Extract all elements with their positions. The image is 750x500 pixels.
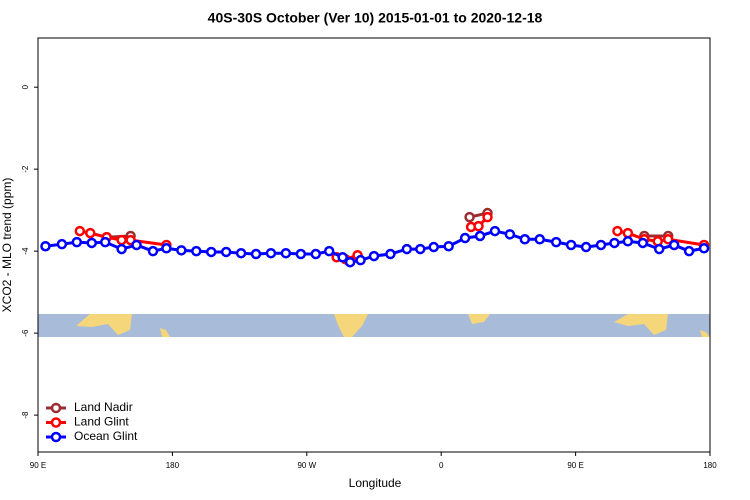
data-point [385, 248, 396, 260]
data-point [191, 245, 202, 257]
data-point [265, 247, 277, 259]
data-point [612, 225, 623, 237]
data-point [473, 220, 484, 232]
data-point [443, 240, 454, 252]
data-point [86, 237, 98, 249]
map-strip [38, 314, 710, 337]
x-tick-label: 90 E [567, 461, 583, 470]
data-point [40, 240, 51, 252]
x-tick-label: 180 [703, 461, 717, 470]
plot-frame [37, 37, 711, 453]
data-point [116, 243, 127, 255]
data-point [550, 236, 562, 248]
data-point [161, 243, 172, 254]
x-tick-label: 90 E [30, 461, 46, 470]
data-point [344, 256, 356, 268]
legend-marker [50, 402, 62, 414]
data-point [622, 227, 634, 239]
data-point [459, 232, 471, 244]
chart-title: 40S-30S October (Ver 10) 2015-01-01 to 2… [208, 10, 543, 26]
x-tick-label: 90 W [297, 461, 316, 470]
legend-label: Ocean Glint [74, 429, 138, 443]
y-axis-label: XCO2 - MLO trend (ppm) [0, 178, 14, 313]
data-point [56, 238, 68, 250]
series-line [106, 211, 669, 239]
data-point [519, 234, 531, 245]
data-point [205, 246, 217, 258]
data-point [489, 225, 501, 237]
x-tick-label: 180 [166, 461, 180, 470]
data-point [683, 245, 695, 257]
data-point [534, 234, 546, 245]
data-point [415, 243, 426, 255]
data-point [71, 236, 83, 248]
data-point [428, 241, 439, 253]
data-point [116, 234, 127, 246]
legend-marker [50, 431, 62, 443]
y-tick-label: -6 [21, 329, 30, 337]
y-tick-label: -8 [21, 411, 30, 419]
data-point [176, 245, 187, 256]
data-point [131, 239, 142, 251]
legend-label: Land Nadir [74, 400, 133, 414]
y-tick-label: 0 [21, 84, 30, 89]
data-point [74, 225, 86, 237]
legend-label: Land Glint [74, 415, 129, 429]
data-point [464, 211, 475, 223]
data-point [565, 239, 577, 251]
data-point [337, 252, 348, 263]
data-point [622, 236, 634, 247]
x-tick-label: 0 [439, 461, 444, 470]
data-point [698, 243, 710, 254]
data-point [653, 243, 665, 255]
data-point [401, 243, 413, 255]
data-point [295, 248, 307, 260]
legend-marker [50, 417, 62, 428]
data-point [355, 254, 366, 266]
data-point [504, 229, 516, 240]
data-point [85, 227, 96, 239]
data-point [637, 237, 649, 249]
data-point [482, 211, 493, 223]
data-point [662, 234, 674, 245]
series-line [45, 229, 705, 264]
data-point [250, 248, 262, 260]
data-point [368, 250, 380, 262]
data-point [595, 239, 607, 251]
y-tick-label: -4 [21, 247, 30, 255]
data-point [310, 248, 322, 260]
data-point [609, 237, 620, 249]
data-point [474, 230, 486, 242]
data-point [235, 247, 247, 259]
y-tick-label: -2 [21, 165, 30, 173]
x-axis-label: Longitude [349, 476, 402, 490]
data-point [580, 241, 592, 253]
data-point [668, 239, 680, 251]
data-point [220, 246, 232, 258]
data-point [99, 236, 111, 248]
data-point [280, 247, 292, 259]
data-point [323, 245, 335, 257]
data-point [147, 245, 159, 257]
